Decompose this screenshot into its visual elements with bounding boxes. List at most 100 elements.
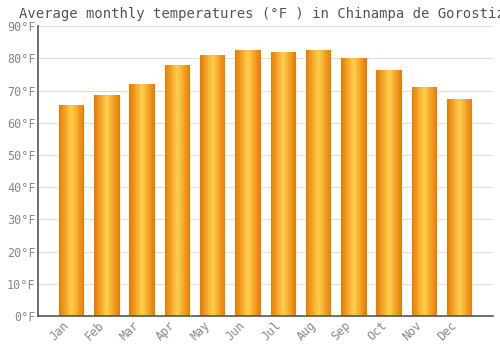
Bar — [210, 55, 211, 316]
Bar — [150, 84, 152, 316]
Bar — [383, 70, 384, 316]
Bar — [100, 96, 101, 316]
Bar — [204, 55, 205, 316]
Bar — [451, 99, 452, 316]
Bar — [81, 105, 82, 316]
Bar — [357, 58, 358, 316]
Bar — [289, 52, 290, 316]
Bar — [170, 65, 172, 316]
Bar — [106, 96, 107, 316]
Bar — [434, 88, 436, 316]
Bar — [72, 105, 74, 316]
Bar — [422, 88, 424, 316]
Bar — [224, 55, 226, 316]
Bar — [184, 65, 185, 316]
Bar — [212, 55, 214, 316]
Bar — [388, 70, 389, 316]
Bar — [179, 65, 180, 316]
Bar — [112, 96, 113, 316]
Bar — [110, 96, 111, 316]
Bar — [244, 50, 246, 316]
Bar — [424, 88, 425, 316]
Bar — [113, 96, 114, 316]
Bar — [470, 99, 472, 316]
Bar — [237, 50, 238, 316]
Bar — [274, 52, 275, 316]
Bar — [62, 105, 63, 316]
Bar — [249, 50, 250, 316]
Bar — [363, 58, 364, 316]
Bar — [418, 88, 420, 316]
Bar — [448, 99, 450, 316]
Title: Average monthly temperatures (°F ) in Chinampa de Gorostiza: Average monthly temperatures (°F ) in Ch… — [18, 7, 500, 21]
Bar — [384, 70, 385, 316]
Bar — [433, 88, 434, 316]
Bar — [259, 50, 260, 316]
Bar — [252, 50, 253, 316]
Bar — [282, 52, 284, 316]
Bar — [432, 88, 433, 316]
Bar — [343, 58, 344, 316]
Bar — [174, 65, 175, 316]
Bar — [292, 52, 294, 316]
Bar — [202, 55, 203, 316]
Bar — [412, 88, 414, 316]
Bar — [142, 84, 143, 316]
Bar — [306, 50, 308, 316]
Bar — [330, 50, 332, 316]
Bar — [200, 55, 201, 316]
Bar — [216, 55, 217, 316]
Bar — [276, 52, 278, 316]
Bar — [178, 65, 179, 316]
Bar — [218, 55, 220, 316]
Bar — [164, 65, 166, 316]
Bar — [415, 88, 416, 316]
Bar — [450, 99, 451, 316]
Bar — [80, 105, 81, 316]
Bar — [291, 52, 292, 316]
Bar — [242, 50, 243, 316]
Bar — [416, 88, 417, 316]
Bar — [78, 105, 79, 316]
Bar — [114, 96, 116, 316]
Bar — [258, 50, 259, 316]
Bar — [243, 50, 244, 316]
Bar — [205, 55, 206, 316]
Bar — [312, 50, 314, 316]
Bar — [316, 50, 317, 316]
Bar — [169, 65, 170, 316]
Bar — [146, 84, 147, 316]
Bar — [236, 50, 237, 316]
Bar — [63, 105, 64, 316]
Bar — [187, 65, 188, 316]
Bar — [457, 99, 458, 316]
Bar — [240, 50, 241, 316]
Bar — [359, 58, 360, 316]
Bar — [222, 55, 223, 316]
Bar — [217, 55, 218, 316]
Bar — [138, 84, 139, 316]
Bar — [71, 105, 72, 316]
Bar — [136, 84, 137, 316]
Bar — [362, 58, 363, 316]
Bar — [152, 84, 153, 316]
Bar — [250, 50, 252, 316]
Bar — [389, 70, 390, 316]
Bar — [309, 50, 310, 316]
Bar — [273, 52, 274, 316]
Bar — [324, 50, 326, 316]
Bar — [111, 96, 112, 316]
Bar — [253, 50, 254, 316]
Bar — [349, 58, 350, 316]
Bar — [175, 65, 176, 316]
Bar — [430, 88, 431, 316]
Bar — [206, 55, 207, 316]
Bar — [460, 99, 462, 316]
Bar — [395, 70, 396, 316]
Bar — [464, 99, 465, 316]
Bar — [76, 105, 78, 316]
Bar — [176, 65, 178, 316]
Bar — [65, 105, 66, 316]
Bar — [323, 50, 324, 316]
Bar — [322, 50, 323, 316]
